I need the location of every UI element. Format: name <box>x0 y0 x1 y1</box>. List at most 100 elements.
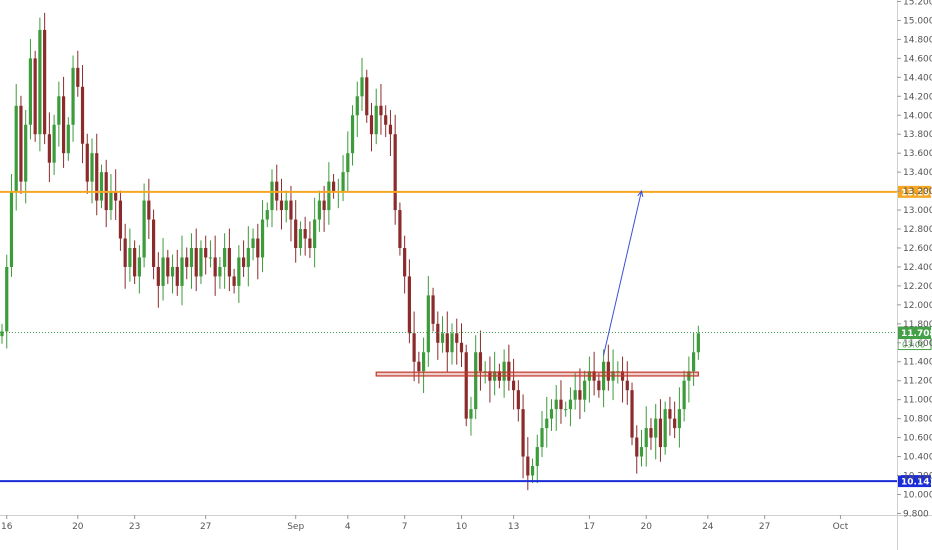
candle-body <box>526 456 530 476</box>
x-tick-label: 27 <box>759 522 770 532</box>
candle <box>341 155 345 202</box>
candle <box>57 81 61 147</box>
candle-body <box>208 257 213 259</box>
candle-body <box>161 257 165 286</box>
projection-arrow-line[interactable] <box>603 190 642 356</box>
candle <box>133 240 137 285</box>
candle-body <box>639 447 644 457</box>
x-tick-label: 4 <box>345 522 351 532</box>
y-tick-label: 12.000 <box>903 301 932 311</box>
candle-body <box>166 257 170 277</box>
candle <box>331 174 336 199</box>
candle-body <box>185 257 189 267</box>
y-tick-label: 10.200 <box>903 472 932 482</box>
candle <box>450 323 454 365</box>
candle-body <box>668 409 672 419</box>
candle <box>260 200 265 273</box>
candle-body <box>530 466 535 476</box>
candle-body <box>436 323 440 343</box>
candle <box>270 169 274 228</box>
candle-body <box>606 361 610 381</box>
y-tick-label: 15.000 <box>903 16 932 26</box>
candle-body <box>464 352 468 419</box>
candle <box>658 399 663 462</box>
candle-body <box>374 105 378 135</box>
candle-body <box>696 333 700 353</box>
candle <box>213 235 217 296</box>
candle <box>597 373 601 398</box>
candle <box>673 401 677 439</box>
candle-body <box>635 437 639 457</box>
candle-body <box>156 266 160 286</box>
candle-body <box>199 247 203 277</box>
candle-body <box>109 191 113 211</box>
candle <box>398 202 402 256</box>
last-price-badge-label: 11.708 <box>901 329 932 339</box>
candle <box>28 38 33 140</box>
candle-body <box>251 238 255 248</box>
candle <box>635 425 639 474</box>
candle <box>0 323 4 344</box>
y-tick-label: 15.200 <box>903 0 932 8</box>
candle <box>71 55 75 142</box>
candle <box>578 368 582 420</box>
candle <box>417 351 421 384</box>
candle-body <box>227 247 231 277</box>
candle-body <box>331 181 336 192</box>
candle <box>606 344 610 391</box>
candle-body <box>459 342 464 353</box>
resistance-zone[interactable] <box>375 371 699 377</box>
candle-body <box>625 380 629 391</box>
candle <box>388 110 393 157</box>
candle-body <box>663 409 667 448</box>
candle-body <box>398 210 402 248</box>
y-tick-label: 14.200 <box>903 92 932 102</box>
candle <box>180 235 184 306</box>
candle-body <box>564 409 568 411</box>
y-tick-label: 13.400 <box>903 168 932 178</box>
level-price-badge-label: 13.192 <box>901 188 932 198</box>
candle-body <box>232 276 236 286</box>
candle <box>284 190 288 223</box>
candle <box>85 133 89 194</box>
candle <box>421 337 426 394</box>
candle <box>379 83 383 135</box>
candle-body <box>85 143 89 182</box>
candle <box>189 233 194 289</box>
candle-body <box>279 200 284 211</box>
x-tick-label: 17 <box>584 522 595 532</box>
candle-body <box>502 361 506 381</box>
candle-body <box>507 361 511 381</box>
candle-body <box>313 219 317 248</box>
candle <box>241 240 246 277</box>
candle <box>350 105 355 166</box>
level-price-badge-label: 10.141 <box>901 478 932 488</box>
y-tick-label: 14.800 <box>903 35 932 45</box>
y-tick-label: 11.000 <box>903 396 932 406</box>
candle-body <box>450 333 454 353</box>
candle <box>654 403 658 460</box>
candle <box>66 117 70 161</box>
candle <box>24 110 28 204</box>
candle <box>227 228 231 292</box>
candle <box>137 245 141 294</box>
x-tick-label: 20 <box>641 522 653 532</box>
candle-body <box>133 247 137 277</box>
x-tick-label: 16 <box>1 522 13 532</box>
candle-body <box>407 276 411 334</box>
candle <box>76 50 80 97</box>
candle <box>455 318 459 365</box>
candle-body <box>350 115 355 154</box>
y-tick-label: 11.600 <box>903 339 932 349</box>
candle <box>303 216 307 256</box>
candle <box>478 330 483 391</box>
x-tick-label: 23 <box>129 522 140 532</box>
candle-body <box>194 247 198 277</box>
candle <box>298 221 303 256</box>
candle <box>61 76 66 168</box>
y-tick-label: 13.200 <box>903 187 932 197</box>
candle-body <box>426 295 430 353</box>
candle <box>403 235 407 294</box>
candle-body <box>95 153 99 201</box>
